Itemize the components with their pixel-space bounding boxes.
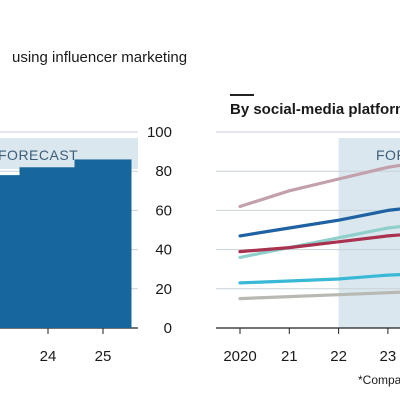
left-bars: [0, 159, 132, 328]
left-panel: using influencer marketing FORECAST 0 20 4…: [0, 49, 187, 365]
left-y-axis-ticks: 0 20 40 60 80 100: [147, 124, 172, 337]
bar: [74, 159, 132, 328]
series-line: [238, 163, 400, 209]
series-line: [238, 207, 400, 238]
right-forecast-label: FOR: [376, 147, 400, 163]
series-line: [238, 290, 400, 301]
bar: [0, 175, 23, 328]
right-x-tick-label: 2020: [223, 348, 256, 365]
series-line: [238, 273, 400, 285]
left-x-axis-ticks: 32425: [40, 328, 112, 365]
series-line: [238, 224, 400, 259]
right-panel: By social-media platform FOR 2020212223 …: [216, 94, 400, 387]
left-y-tick-label: 80: [155, 163, 172, 180]
title-accent-rule: [230, 94, 254, 96]
left-y-tick-label: 60: [155, 202, 172, 219]
left-y-tick-label: 40: [155, 242, 172, 259]
left-y-tick-label: 100: [147, 124, 172, 141]
right-x-tick-label: 21: [281, 348, 298, 365]
right-x-tick-label: 23: [380, 348, 397, 365]
left-chart-title: using influencer marketing: [12, 49, 187, 66]
right-x-tick-label: 22: [330, 348, 347, 365]
left-forecast-label: FORECAST: [0, 147, 78, 163]
left-y-tick-label: 0: [164, 320, 172, 337]
right-series-lines: [238, 163, 400, 301]
series-line: [238, 233, 400, 254]
left-y-tick-label: 20: [155, 281, 172, 298]
right-x-axis-ticks: 2020 21 22 23: [223, 328, 396, 365]
left-x-tick-label: 24: [40, 348, 57, 365]
left-x-tick-label: 25: [95, 348, 112, 365]
right-chart-title: By social-media platform: [230, 101, 400, 118]
bar: [19, 167, 77, 328]
footnote: *Compa: [358, 373, 400, 387]
